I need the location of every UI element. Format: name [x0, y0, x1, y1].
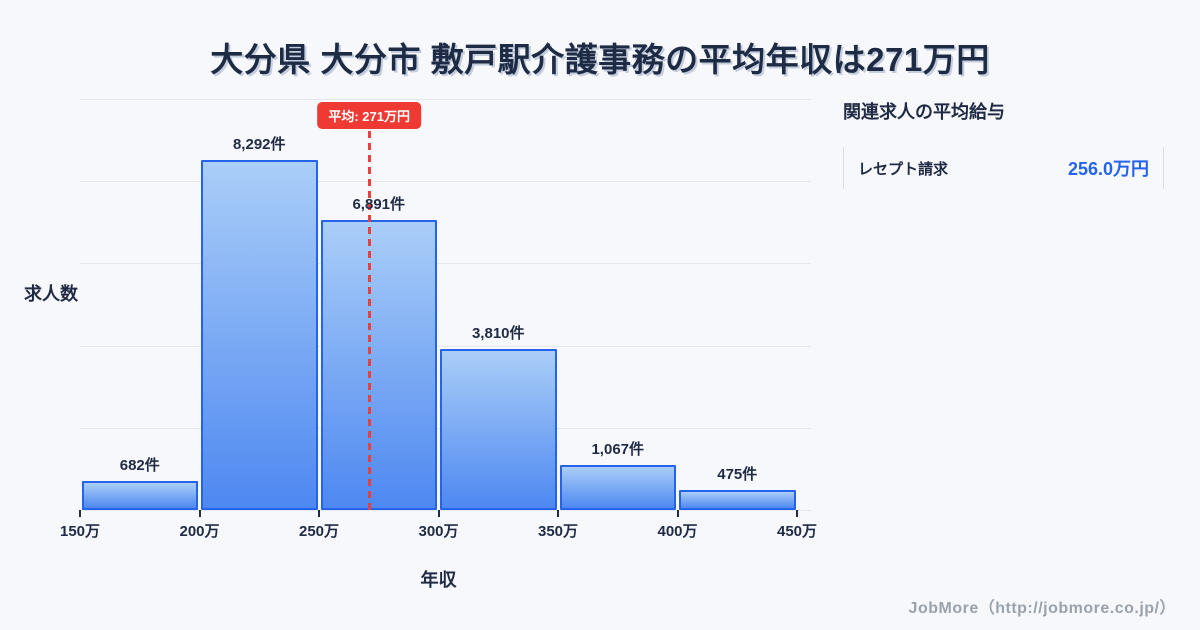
related-salary-panel: 関連求人の平均給与 レセプト請求 256.0万円: [843, 101, 1164, 189]
x-axis-tick-label: 250万: [298, 523, 340, 540]
x-axis-tick: [676, 510, 679, 517]
bar-value-label: 1,067件: [591, 441, 645, 459]
mean-line: [367, 131, 371, 510]
bar-value-label: 682件: [119, 457, 160, 475]
x-axis-tick: [437, 510, 440, 517]
bar: [201, 160, 318, 510]
panel-row: レセプト請求 256.0万円: [843, 147, 1164, 189]
x-axis-tick: [796, 510, 798, 517]
x-axis-tick: [557, 510, 559, 517]
bar-value-label: 8,292件: [232, 136, 286, 154]
chart-area: 682件 8,292件 6,891件 3,810件 1,067件 475件 150万 200…: [60, 99, 817, 540]
x-axis-tick-label: 300万: [418, 523, 459, 540]
bar: [440, 349, 557, 510]
bar: [320, 219, 437, 510]
x-axis-tick-label: 400万: [657, 523, 698, 540]
mean-badge: 平均: 271万円: [317, 102, 422, 129]
x-axis-tick: [198, 510, 201, 517]
panel-row-value: 256.0万円: [1067, 159, 1149, 179]
panel-heading: 関連求人の平均給与: [843, 102, 1005, 122]
gridline: [80, 510, 811, 511]
bar: [679, 489, 796, 510]
gridline: [80, 263, 811, 265]
bar: [81, 481, 198, 510]
x-axis-tick-label: 150万: [59, 523, 101, 540]
gridline: [80, 99, 811, 100]
x-axis-tick-label: 200万: [179, 523, 220, 540]
page-title: 大分県 大分市 敷戸駅介護事務の平均年収は271万円: [210, 41, 990, 78]
x-axis-tick: [79, 510, 81, 517]
x-axis-label: 年収: [420, 570, 457, 590]
footer-credit: JobMore（http://jobmore.co.jp/）: [908, 600, 1176, 617]
gridline: [80, 181, 811, 183]
x-axis-tick: [318, 510, 320, 517]
x-axis-tick-label: 350万: [537, 523, 579, 540]
bar: [559, 465, 676, 510]
x-axis-tick-label: 450万: [776, 523, 818, 540]
y-axis-label: 求人数: [24, 284, 78, 304]
gridline: [80, 345, 811, 347]
bar-value-label: 475件: [717, 465, 758, 483]
panel-row-label: レセプト請求: [858, 160, 949, 178]
bar-value-label: 3,810件: [471, 325, 525, 343]
bar-value-label: 6,891件: [352, 195, 406, 213]
